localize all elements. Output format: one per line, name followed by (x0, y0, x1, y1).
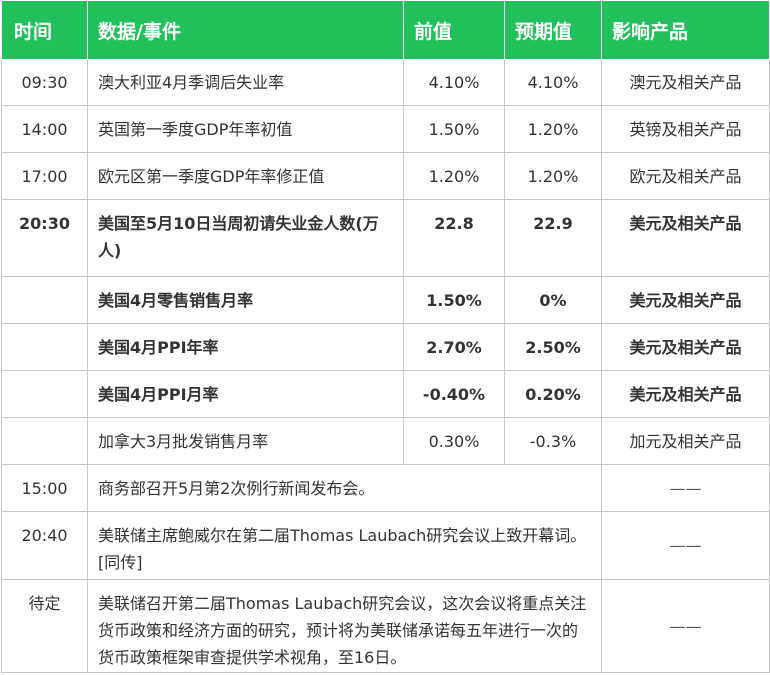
row-event: 加拿大3月批发销售月率 (87, 417, 404, 465)
row-impact: 美元及相关产品 (601, 370, 770, 418)
row-previous: -0.40% (403, 370, 505, 418)
row-time: 20:30 (1, 199, 88, 277)
row-event: 美国4月PPI年率 (87, 323, 404, 371)
table-row: 14:00 英国第一季度GDP年率初值 1.50% 1.20% 英镑及相关产品 (1, 105, 770, 153)
row-forecast: 2.50% (504, 323, 602, 371)
event-description: 商务部召开5月第2次例行新闻发布会。 (87, 464, 602, 512)
row-time: 09:30 (1, 59, 88, 106)
header-row: 时间 数据/事件 前值 预期值 影响产品 (1, 0, 770, 60)
row-impact: 欧元及相关产品 (601, 152, 770, 200)
table-row: 17:00 欧元区第一季度GDP年率修正值 1.20% 1.20% 欧元及相关产… (1, 152, 770, 200)
event-impact: —— (601, 579, 770, 673)
row-impact: 英镑及相关产品 (601, 105, 770, 153)
row-event: 美国至5月10日当周初请失业金人数(万人) (87, 199, 404, 277)
row-impact: 美元及相关产品 (601, 199, 770, 277)
row-event: 澳大利亚4月季调后失业率 (87, 59, 404, 106)
row-impact: 美元及相关产品 (601, 323, 770, 371)
event-time: 20:40 (1, 511, 88, 580)
row-impact: 加元及相关产品 (601, 417, 770, 465)
row-forecast: -0.3% (504, 417, 602, 465)
event-description: 美联储主席鲍威尔在第二届Thomas Laubach研究会议上致开幕词。[同传] (87, 511, 602, 580)
event-time: 待定 (1, 579, 88, 673)
row-previous: 1.50% (403, 105, 505, 153)
table-row: 加拿大3月批发销售月率 0.30% -0.3% 加元及相关产品 (1, 417, 770, 465)
header-previous: 前值 (403, 0, 505, 60)
header-forecast: 预期值 (504, 0, 602, 60)
row-forecast: 1.20% (504, 105, 602, 153)
header-impact: 影响产品 (601, 0, 770, 60)
row-time: 14:00 (1, 105, 88, 153)
row-event: 英国第一季度GDP年率初值 (87, 105, 404, 153)
row-previous: 2.70% (403, 323, 505, 371)
event-row: 20:40 美联储主席鲍威尔在第二届Thomas Laubach研究会议上致开幕… (1, 511, 770, 580)
row-previous: 22.8 (403, 199, 505, 277)
table-row: 20:30 美国至5月10日当周初请失业金人数(万人) 22.8 22.9 美元… (1, 199, 770, 277)
row-time (1, 276, 88, 324)
row-forecast: 22.9 (504, 199, 602, 277)
row-previous: 1.20% (403, 152, 505, 200)
row-impact: 澳元及相关产品 (601, 59, 770, 106)
row-time (1, 370, 88, 418)
event-row: 15:00 商务部召开5月第2次例行新闻发布会。 —— (1, 464, 770, 512)
event-impact: —— (601, 511, 770, 580)
header-event: 数据/事件 (87, 0, 404, 60)
header-time: 时间 (1, 0, 88, 60)
event-description: 美联储召开第二届Thomas Laubach研究会议，这次会议将重点关注货币政策… (87, 579, 602, 673)
row-previous: 1.50% (403, 276, 505, 324)
row-event: 美国4月PPI月率 (87, 370, 404, 418)
table-row: 美国4月PPI月率 -0.40% 0.20% 美元及相关产品 (1, 370, 770, 418)
row-previous: 0.30% (403, 417, 505, 465)
row-time (1, 323, 88, 371)
row-event: 美国4月零售销售月率 (87, 276, 404, 324)
row-forecast: 0.20% (504, 370, 602, 418)
table-row: 09:30 澳大利亚4月季调后失业率 4.10% 4.10% 澳元及相关产品 (1, 59, 770, 106)
event-impact: —— (601, 464, 770, 512)
row-forecast: 1.20% (504, 152, 602, 200)
row-forecast: 4.10% (504, 59, 602, 106)
row-impact: 美元及相关产品 (601, 276, 770, 324)
row-time (1, 417, 88, 465)
table-row: 美国4月PPI年率 2.70% 2.50% 美元及相关产品 (1, 323, 770, 371)
event-row: 待定 美联储召开第二届Thomas Laubach研究会议，这次会议将重点关注货… (1, 579, 770, 673)
table-row: 美国4月零售销售月率 1.50% 0% 美元及相关产品 (1, 276, 770, 324)
row-forecast: 0% (504, 276, 602, 324)
row-previous: 4.10% (403, 59, 505, 106)
row-time: 17:00 (1, 152, 88, 200)
row-event: 欧元区第一季度GDP年率修正值 (87, 152, 404, 200)
event-time: 15:00 (1, 464, 88, 512)
